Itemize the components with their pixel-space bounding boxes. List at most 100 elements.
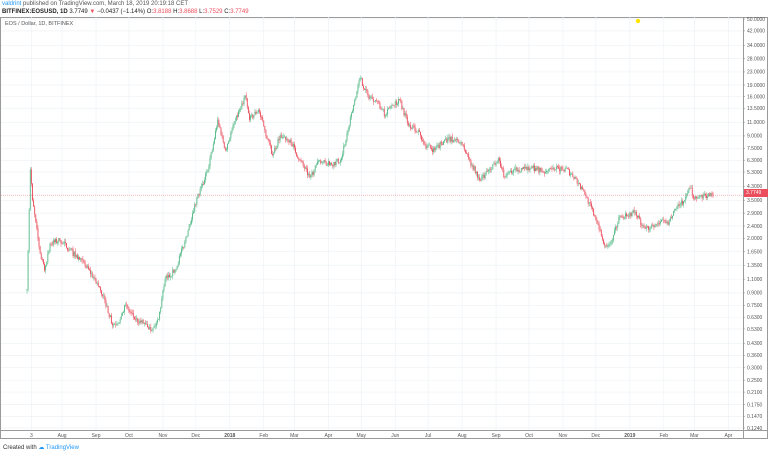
candle-body [531,166,533,168]
candle-body [53,240,55,243]
candle-body [707,196,709,198]
candle-body [381,109,383,111]
candle-body [279,135,281,141]
candle-body [392,104,394,106]
price-chart[interactable]: 50.0000 42.0000 34.0000 28.0000 23.0000 19.00… [0,0,768,440]
candle-body [277,139,279,147]
y-tick-label: 0.2100 [747,390,763,396]
candle-body [449,137,451,142]
candle-body [653,224,655,228]
candle-body [299,159,301,161]
candle-body [81,258,83,260]
candle-body [562,169,564,170]
candle-body [319,160,321,161]
candle-body [90,270,92,275]
publish-info: valdrint published on TradingView.com, M… [2,1,188,7]
candle-body [67,247,69,251]
candle-body [160,307,162,312]
candle-body [326,165,328,166]
candle-body [516,167,518,172]
candle-body [38,237,40,247]
candle-body [429,144,431,148]
candle-body [624,213,626,217]
candle-body [84,262,86,266]
candle-body [676,206,678,209]
candle-body [411,128,413,130]
candle-body [427,145,429,147]
candle-body [32,183,33,201]
close-label: C: [224,9,231,15]
candle-body [530,166,532,169]
candle-body [121,312,123,316]
candle-body [358,80,360,86]
candle-body [586,196,588,198]
candle-body [275,148,277,149]
candle-body [343,145,345,154]
y-tick-label: 0.1240 [747,426,763,432]
y-tick-label: 0.1750 [747,402,763,408]
candle-body [471,164,473,166]
candle-body [325,162,327,166]
candle-body [187,230,189,236]
candle-body [270,145,272,155]
candle-body [571,173,573,175]
candle-body [481,176,483,181]
x-tick-label: Oct [525,433,533,439]
candle-body [262,117,264,121]
candle-body [238,111,239,117]
candle-body [186,235,188,238]
tradingview-logo[interactable]: ☁ TradingView [38,445,79,451]
candle-body [45,265,47,271]
candle-body [684,200,686,202]
candle-body [197,194,199,198]
candle-body [617,223,619,228]
candle-body [555,166,557,170]
candle-body [235,115,237,121]
candle-body [475,171,477,174]
low-value: 3.7529 [204,9,223,15]
candle-body [549,168,551,170]
candle-body [219,125,221,128]
candle-body [228,141,230,144]
candle-body [627,215,629,217]
candle-body [605,245,607,246]
candle-body [236,115,238,117]
y-tick-label: 5.3000 [747,170,763,176]
candle-body [267,138,269,140]
candle-body [448,137,450,138]
candle-body [253,115,255,118]
candle-body [622,217,624,219]
candle-body [508,171,510,173]
candle-body [37,228,39,238]
y-tick-label: 0.3000 [747,366,763,372]
candle-body [222,136,224,143]
candle-body [33,200,35,207]
y-tick-label: 7.5000 [747,146,763,152]
candle-body [296,152,298,157]
candle-body [644,227,646,229]
candle-body [623,216,625,219]
candle-body [288,141,290,143]
candle-body [269,142,271,146]
y-tick-label: 2.9000 [747,211,763,217]
candle-body [220,127,222,135]
candle-body [306,167,307,169]
candle-body [331,163,333,165]
candle-body [173,269,175,273]
event-marker-icon[interactable] [635,18,641,24]
candle-body [483,174,485,179]
candle-body [619,215,621,218]
candle-body [375,100,376,102]
y-tick-label: 2.0000 [747,236,763,242]
candle-body [633,210,635,213]
candle-body [594,215,596,216]
candle-body [696,196,698,199]
candle-body [410,125,412,129]
candle-body [352,111,353,114]
candle-body [443,141,444,145]
candle-body [50,243,52,245]
author-link[interactable]: valdrint [2,1,22,7]
candle-body [107,305,109,314]
y-tick-label: 0.3600 [747,353,763,359]
x-tick-label: Mar [290,433,299,439]
